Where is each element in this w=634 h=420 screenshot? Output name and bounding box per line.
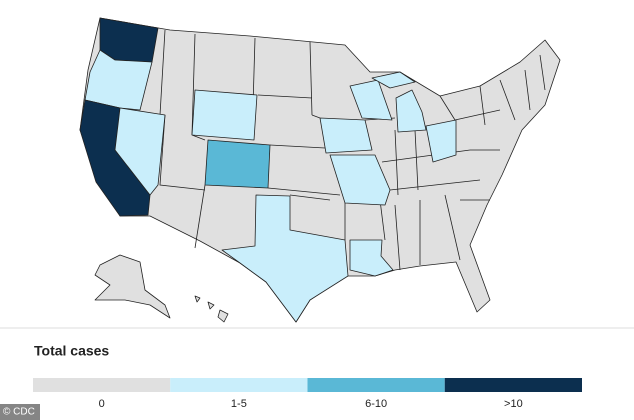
- credit-bg: [0, 404, 40, 420]
- legend-label: 0: [99, 398, 105, 410]
- legend-title: Total cases: [34, 343, 109, 359]
- state-borders: [159, 29, 546, 271]
- state-region: [207, 301, 215, 310]
- state-region: [94, 254, 171, 319]
- state-region: [204, 139, 271, 189]
- legend-swatch: [444, 378, 582, 392]
- state-region: [425, 119, 457, 163]
- legend-swatch: [170, 378, 308, 392]
- state-region: [329, 154, 391, 206]
- legend-swatch: [33, 378, 171, 392]
- state-region: [221, 194, 349, 323]
- legend-swatch: [307, 378, 445, 392]
- state-region: [217, 309, 229, 323]
- state-region: [84, 49, 153, 111]
- legend-label: 6-10: [365, 398, 387, 410]
- state-region: [114, 107, 166, 196]
- state-region: [191, 89, 258, 141]
- state-region: [349, 79, 393, 121]
- legend: 0 1-5 6-10 >10: [33, 378, 582, 410]
- legend-label: 1-5: [231, 398, 247, 410]
- credit: © CDC: [3, 407, 35, 418]
- state-region: [371, 71, 416, 89]
- state-region: [349, 239, 394, 277]
- state-region: [194, 295, 201, 303]
- state-region: [319, 117, 373, 154]
- legend-label: >10: [504, 398, 523, 410]
- us-map: [79, 17, 561, 323]
- state-region: [395, 89, 427, 133]
